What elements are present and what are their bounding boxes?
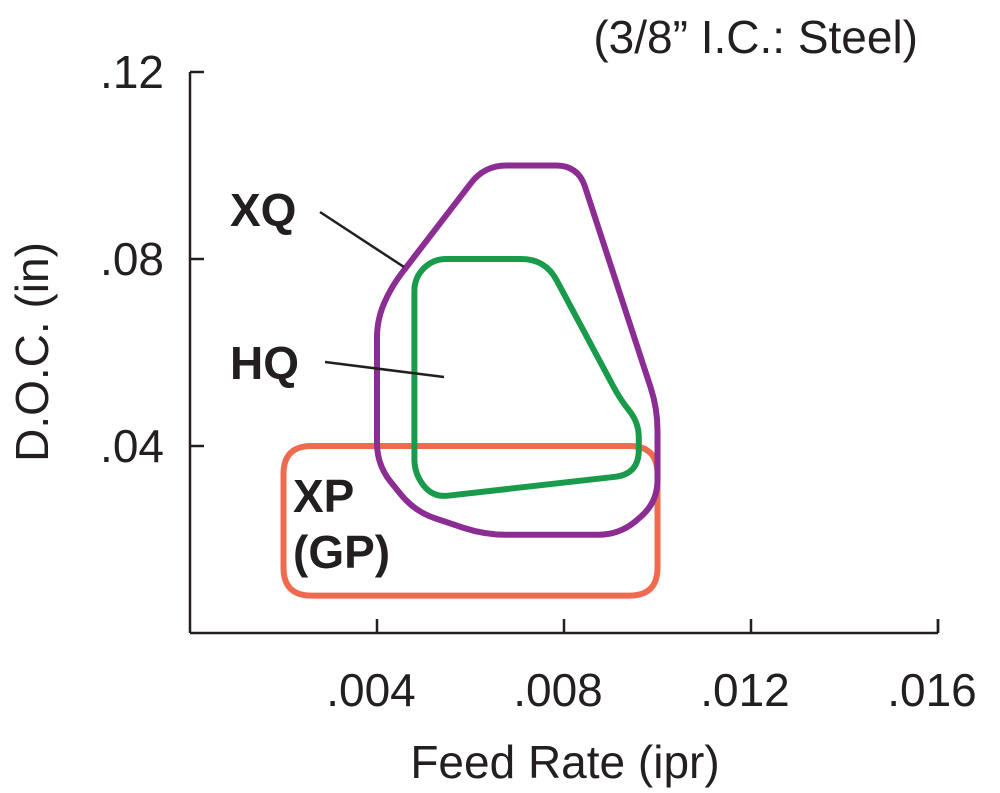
tick-marks xyxy=(190,70,940,633)
x-axis-label: Feed Rate (ipr) xyxy=(410,736,719,788)
hq-region xyxy=(411,256,642,499)
y-tick-label: .04 xyxy=(100,420,164,472)
xp-gp-label: (GP) xyxy=(293,526,390,578)
chart-subtitle: (3/8” I.C.: Steel) xyxy=(593,11,918,63)
tick-labels: .004 .008 .012 .016 .04 .08 .12 xyxy=(100,46,977,716)
y-tick-label: .12 xyxy=(100,46,164,98)
y-tick-label: .08 xyxy=(100,233,164,285)
xq-label: XQ xyxy=(230,184,296,236)
xq-leader-line xyxy=(319,210,405,269)
x-tick-label: .008 xyxy=(513,664,603,716)
regions-layer xyxy=(280,162,661,599)
x-tick-label: .012 xyxy=(700,664,790,716)
hq-leader-line xyxy=(324,360,445,379)
y-axis-label: D.O.C. (in) xyxy=(6,242,58,462)
x-tick-label: .004 xyxy=(326,664,416,716)
xq-region xyxy=(374,162,661,538)
x-tick-label: .016 xyxy=(887,664,977,716)
xp-label: XP xyxy=(293,470,354,522)
hq-label: HQ xyxy=(230,337,299,389)
leader-lines xyxy=(319,210,445,379)
